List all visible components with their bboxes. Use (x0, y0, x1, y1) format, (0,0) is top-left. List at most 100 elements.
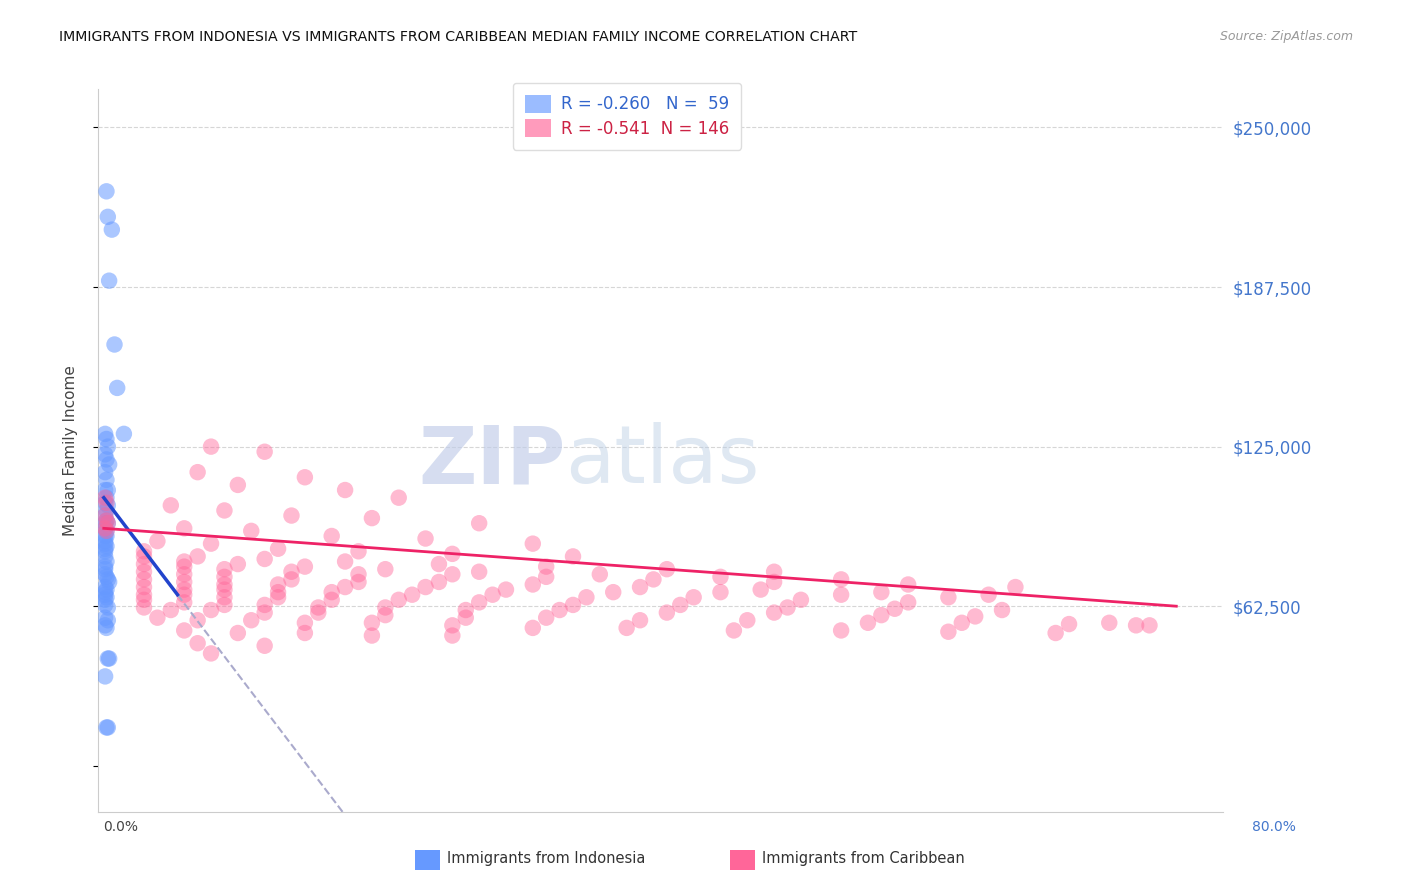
Point (94, 534, 117, 549)
Point (94, 465, 117, 479)
Point (173, 559, 195, 574)
Point (94, 516, 117, 531)
Point (240, 524, 263, 538)
Point (132, 557, 155, 571)
Point (96, 452, 118, 467)
Point (101, 222, 124, 236)
Point (749, 582, 772, 597)
Point (94, 544, 117, 558)
Point (94, 508, 117, 523)
Point (830, 573, 852, 587)
Point (96, 496, 118, 510)
Point (307, 606, 329, 620)
Point (97, 613, 120, 627)
Point (214, 582, 236, 597)
Point (173, 595, 195, 609)
Point (97, 483, 120, 497)
Point (870, 585, 893, 599)
Point (1057, 617, 1080, 632)
Point (374, 608, 396, 623)
Point (187, 465, 209, 479)
Point (173, 624, 195, 638)
Point (159, 603, 181, 617)
Point (253, 444, 276, 458)
Point (94, 521, 117, 535)
Point (94, 580, 117, 594)
Point (94, 447, 117, 461)
Point (682, 591, 704, 605)
Point (347, 574, 370, 589)
Point (94, 618, 117, 632)
Point (333, 483, 356, 497)
Point (830, 624, 852, 638)
Point (602, 585, 624, 599)
Point (991, 603, 1014, 617)
Point (96, 514, 118, 528)
Point (98, 574, 121, 589)
Point (468, 516, 491, 531)
Point (187, 613, 209, 627)
Point (94, 426, 117, 441)
Point (96, 539, 118, 553)
Point (522, 621, 544, 635)
Point (200, 647, 222, 661)
Point (187, 636, 209, 650)
Point (495, 582, 517, 597)
Point (159, 499, 181, 513)
Point (950, 615, 973, 630)
Point (321, 585, 343, 599)
Point (94, 491, 117, 505)
Point (897, 595, 920, 609)
Point (709, 585, 731, 599)
Point (96, 591, 118, 605)
Point (737, 613, 759, 627)
Point (96, 491, 118, 505)
Point (830, 588, 852, 602)
Point (97, 600, 120, 615)
Point (333, 580, 356, 594)
Point (938, 624, 960, 639)
Point (522, 536, 544, 550)
Point (200, 536, 222, 550)
Point (132, 600, 155, 615)
Point (98, 651, 121, 665)
Point (977, 588, 1000, 602)
Point (132, 544, 155, 558)
Point (856, 615, 879, 630)
Text: 0.0%: 0.0% (103, 821, 138, 834)
Point (94, 521, 117, 535)
Point (94, 541, 117, 556)
Point (628, 580, 651, 594)
Point (96, 524, 118, 538)
Point (938, 591, 960, 605)
Point (96, 582, 118, 597)
Point (94, 592, 117, 607)
Point (616, 621, 638, 635)
Point (427, 557, 450, 571)
Point (267, 541, 290, 556)
Point (253, 598, 276, 612)
Point (534, 570, 557, 584)
Point (575, 591, 598, 605)
Point (253, 606, 276, 620)
Point (94, 559, 117, 574)
Y-axis label: Median Family Income: Median Family Income (63, 365, 77, 536)
Point (173, 588, 195, 602)
Point (441, 618, 464, 632)
Point (763, 574, 786, 589)
Point (388, 592, 411, 607)
Point (333, 555, 356, 569)
Point (401, 588, 423, 602)
Point (763, 606, 786, 620)
Point (1139, 618, 1161, 632)
Point (723, 624, 745, 638)
Point (454, 603, 477, 617)
Point (454, 610, 477, 624)
Point (307, 600, 329, 615)
Point (763, 565, 786, 579)
Point (97, 651, 120, 665)
Point (548, 603, 571, 617)
Point (253, 552, 276, 566)
Point (1125, 618, 1147, 632)
Point (776, 600, 799, 615)
